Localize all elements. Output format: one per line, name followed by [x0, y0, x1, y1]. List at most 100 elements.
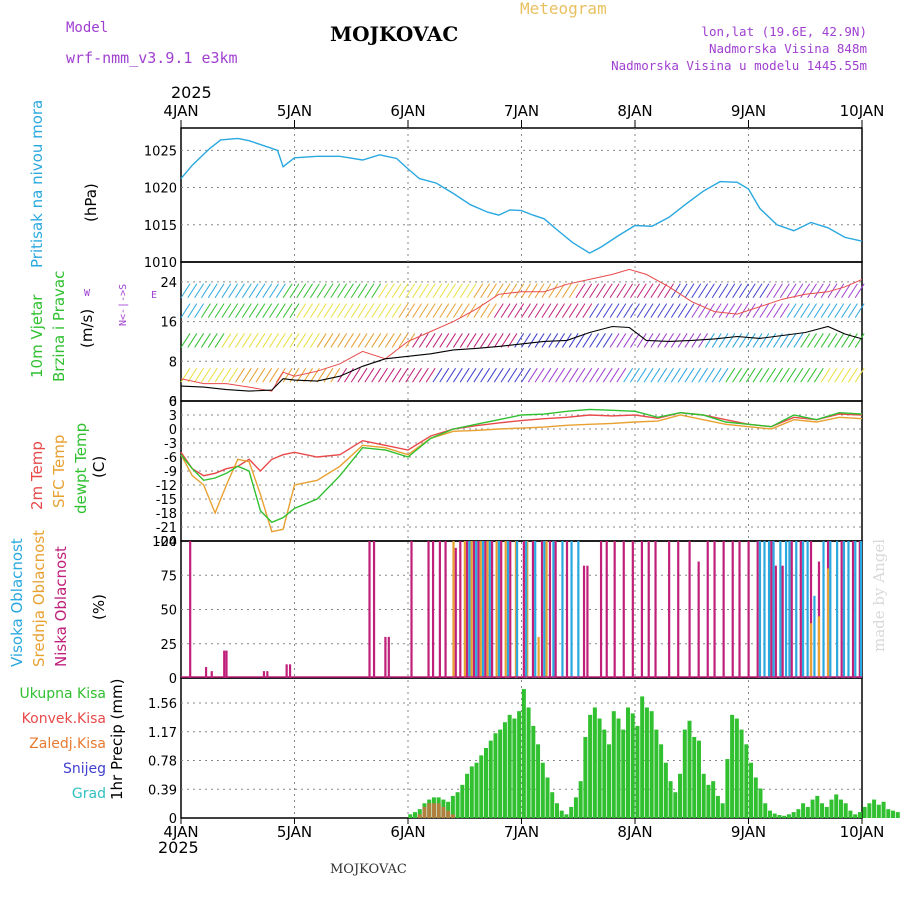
wind-barb [337, 333, 348, 348]
wind-barb [752, 367, 763, 383]
x-tick-top-4JAN: 4JAN [163, 102, 198, 120]
wind-barb [316, 333, 327, 348]
wind-barb [207, 283, 218, 299]
wind-barb [466, 367, 477, 383]
wind-barb [289, 303, 300, 318]
wind-barb [364, 333, 375, 348]
cloud-bar [495, 541, 498, 678]
wind-barb [534, 303, 545, 318]
precip-bar [876, 804, 881, 818]
wind-barb [487, 283, 497, 299]
wind-barb [330, 303, 341, 318]
precip-bar [791, 812, 796, 818]
wind-barb [854, 367, 865, 383]
precip-bar [706, 784, 711, 818]
wind-speed-line [180, 325, 863, 392]
precip-bar [734, 718, 739, 818]
y-tick-label: 1015 [144, 219, 177, 234]
wind-barb [507, 283, 518, 299]
precip-bar [474, 762, 479, 818]
wind-barb [711, 303, 722, 318]
wind-barb [241, 367, 252, 383]
wind-barb [732, 303, 743, 318]
cloud-bar [668, 541, 671, 678]
model-elevation: Nadmorska Visina u modelu 1445.55m [611, 58, 867, 73]
wind-barb [384, 303, 395, 318]
precip-bar [512, 718, 517, 818]
wind-barb [180, 333, 191, 348]
wind-barb [834, 333, 845, 348]
x-tick-bottom-10JAN: 10JAN [840, 823, 885, 841]
wind-barb [344, 333, 354, 348]
wind-barb [398, 333, 409, 348]
wind-barb [616, 333, 627, 348]
precip-bar [597, 718, 602, 818]
wind-barb [630, 333, 640, 348]
wind-barb [582, 283, 593, 299]
cloud-bar [781, 565, 784, 678]
precip-bar [767, 810, 772, 818]
y-tick-label: 0 [169, 423, 177, 438]
wind-barb [296, 303, 307, 318]
wind-barb [711, 367, 722, 383]
wind-barb [643, 303, 654, 318]
precip-bar [659, 744, 664, 818]
wind-barb [201, 367, 211, 383]
temp-unit: (C) [90, 455, 108, 478]
y-tick-label: 0 [169, 812, 177, 827]
cloud-bar [836, 541, 839, 678]
cloud-bar [605, 541, 608, 678]
precip-bar [507, 714, 512, 818]
cloud-bar [548, 541, 552, 678]
precip-bar [536, 744, 541, 818]
wind-barb [303, 303, 314, 318]
cloud-bar [463, 541, 466, 678]
wind-barb [582, 333, 593, 348]
cloud-bar [847, 541, 850, 678]
cloud-label-mid: Srednja Oblacnost [30, 529, 48, 667]
wind-barb [248, 333, 259, 348]
wind-barb [309, 333, 320, 348]
wind-barb [303, 333, 314, 348]
cloud-bar [545, 541, 548, 678]
wind-barb [378, 367, 388, 383]
wind-barb [384, 333, 395, 348]
precip-legend-hail: Grad [71, 786, 106, 802]
y-tick-label: -6 [164, 451, 177, 466]
precip-conv-bar [436, 803, 441, 818]
cloud-bar [599, 541, 603, 678]
cloud-bar [531, 541, 535, 678]
cloud-bar [225, 650, 228, 678]
wind-barb [779, 333, 790, 348]
y-tick-label: 16 [160, 316, 177, 331]
wind-barb [391, 333, 402, 348]
cloud-bar [479, 541, 482, 678]
precip-bar [531, 725, 536, 818]
wind-unit: (m/s) [78, 308, 96, 348]
wind-barb [446, 283, 457, 299]
wind-barb [847, 367, 858, 383]
precip-bar [848, 810, 853, 818]
wind-barb [344, 283, 354, 299]
precip-bar [573, 797, 578, 818]
wind-barb [194, 283, 205, 299]
wind-barb [650, 283, 661, 299]
wind-barb [555, 303, 565, 318]
wind-barb [493, 333, 504, 348]
wind-barb [820, 367, 831, 383]
wind-barb [677, 303, 688, 318]
precip-bar [602, 729, 607, 818]
precip-bar [696, 740, 701, 818]
precip-bar [455, 792, 460, 818]
wind-barb [555, 283, 565, 299]
wind-barb [391, 303, 402, 318]
precip-bar [502, 722, 507, 818]
wind-barb [452, 303, 463, 318]
wind-barb [357, 333, 368, 348]
precip-bar [640, 696, 645, 818]
wind-barb [412, 283, 422, 299]
precip-bar [644, 707, 649, 818]
temp-line-1 [180, 414, 863, 533]
y-tick-label: 1010 [144, 256, 177, 271]
y-tick-label: 100 [152, 535, 177, 550]
